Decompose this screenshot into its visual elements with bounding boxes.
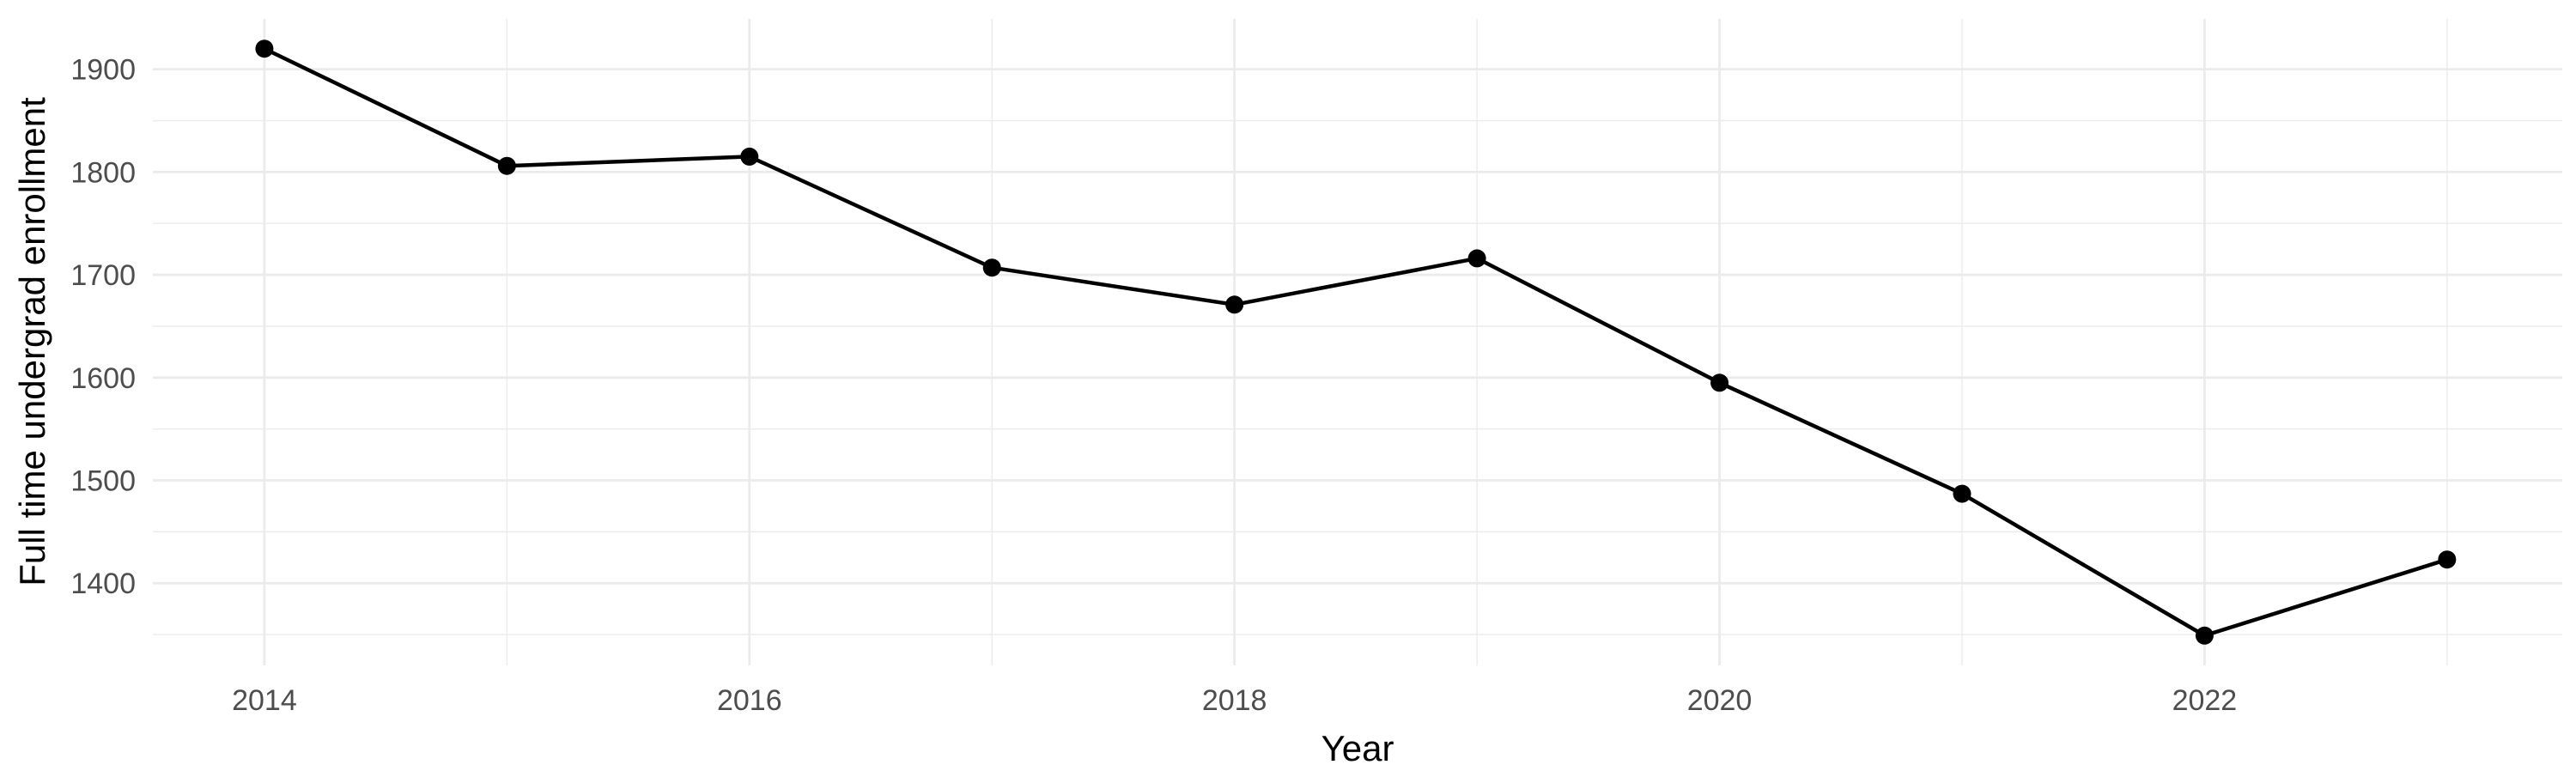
data-point-2020	[1710, 373, 1729, 392]
grid-layer	[153, 19, 2562, 665]
data-point-2014	[255, 39, 274, 58]
y-tick-label: 1700	[70, 259, 136, 292]
x-tick-label: 2020	[1687, 684, 1753, 717]
data-point-2015	[497, 156, 516, 175]
y-tick-label: 1800	[70, 156, 136, 189]
trend-line	[263, 46, 2448, 638]
data-point-2019	[1467, 249, 1486, 268]
x-tick-label: 2018	[1202, 684, 1267, 717]
x-axis-title: Year	[1321, 728, 1394, 768]
data-point-2016	[740, 147, 759, 166]
y-tick-label: 1900	[70, 54, 136, 87]
axis-layer: Full time undergrad enrollment Year 1400…	[12, 54, 2237, 768]
y-tick-label: 1500	[70, 465, 136, 498]
data-point-2022	[2195, 626, 2214, 645]
x-tick-label: 2016	[717, 684, 782, 717]
data-point-2023	[2438, 550, 2457, 569]
y-tick-label: 1600	[70, 362, 136, 395]
data-point-2017	[982, 258, 1001, 277]
x-tick-label: 2022	[2172, 684, 2238, 717]
data-point-2021	[1953, 484, 1971, 503]
y-axis-title: Full time undergrad enrollment	[12, 97, 52, 586]
data-point-2018	[1225, 295, 1244, 314]
y-tick-label: 1400	[70, 568, 136, 600]
series-layer	[255, 39, 2457, 645]
x-tick-label: 2014	[232, 684, 297, 717]
